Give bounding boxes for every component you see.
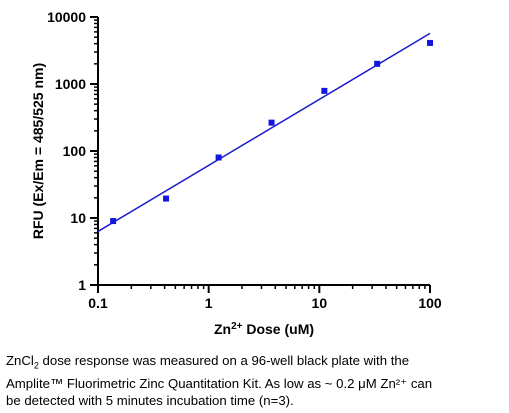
caption-line-2: Amplite™ Fluorimetric Zinc Quantitation … — [6, 375, 433, 391]
data-point — [374, 60, 381, 67]
x-tick-label: 1 — [205, 295, 213, 311]
data-point — [215, 154, 222, 161]
x-tick-label: 100 — [418, 295, 442, 311]
y-tick-label: 100 — [63, 143, 87, 159]
figure-caption: ZnCl2 dose response was measured on a 96… — [6, 352, 506, 409]
x-axis-title: Zn2+ Dose (uM) — [214, 321, 314, 338]
x-axis: 0.1 1 10 100 — [88, 284, 442, 311]
data-point — [321, 87, 328, 94]
data-point — [427, 39, 433, 46]
y-tick-label: 10 — [70, 210, 86, 226]
y-tick-label: 1 — [78, 277, 86, 293]
data-point — [110, 218, 117, 225]
x-tick-label: 0.1 — [88, 295, 108, 311]
y-tick-label: 1000 — [55, 76, 86, 92]
x-tick-label: 10 — [312, 295, 328, 311]
y-axis: 1 10 100 1000 10000 — [47, 9, 99, 293]
caption-line-3: be detected with 5 minutes incubation ti… — [6, 392, 294, 408]
data-series — [97, 32, 433, 233]
y-axis-title: RFU (Ex/Em = 485/525 nm) — [30, 63, 46, 239]
y-tick-label: 10000 — [47, 9, 86, 25]
fit-line — [97, 32, 431, 233]
data-point — [268, 119, 275, 126]
caption-line-1: ZnCl2 dose response was measured on a 96… — [6, 353, 410, 371]
data-point — [163, 195, 170, 202]
